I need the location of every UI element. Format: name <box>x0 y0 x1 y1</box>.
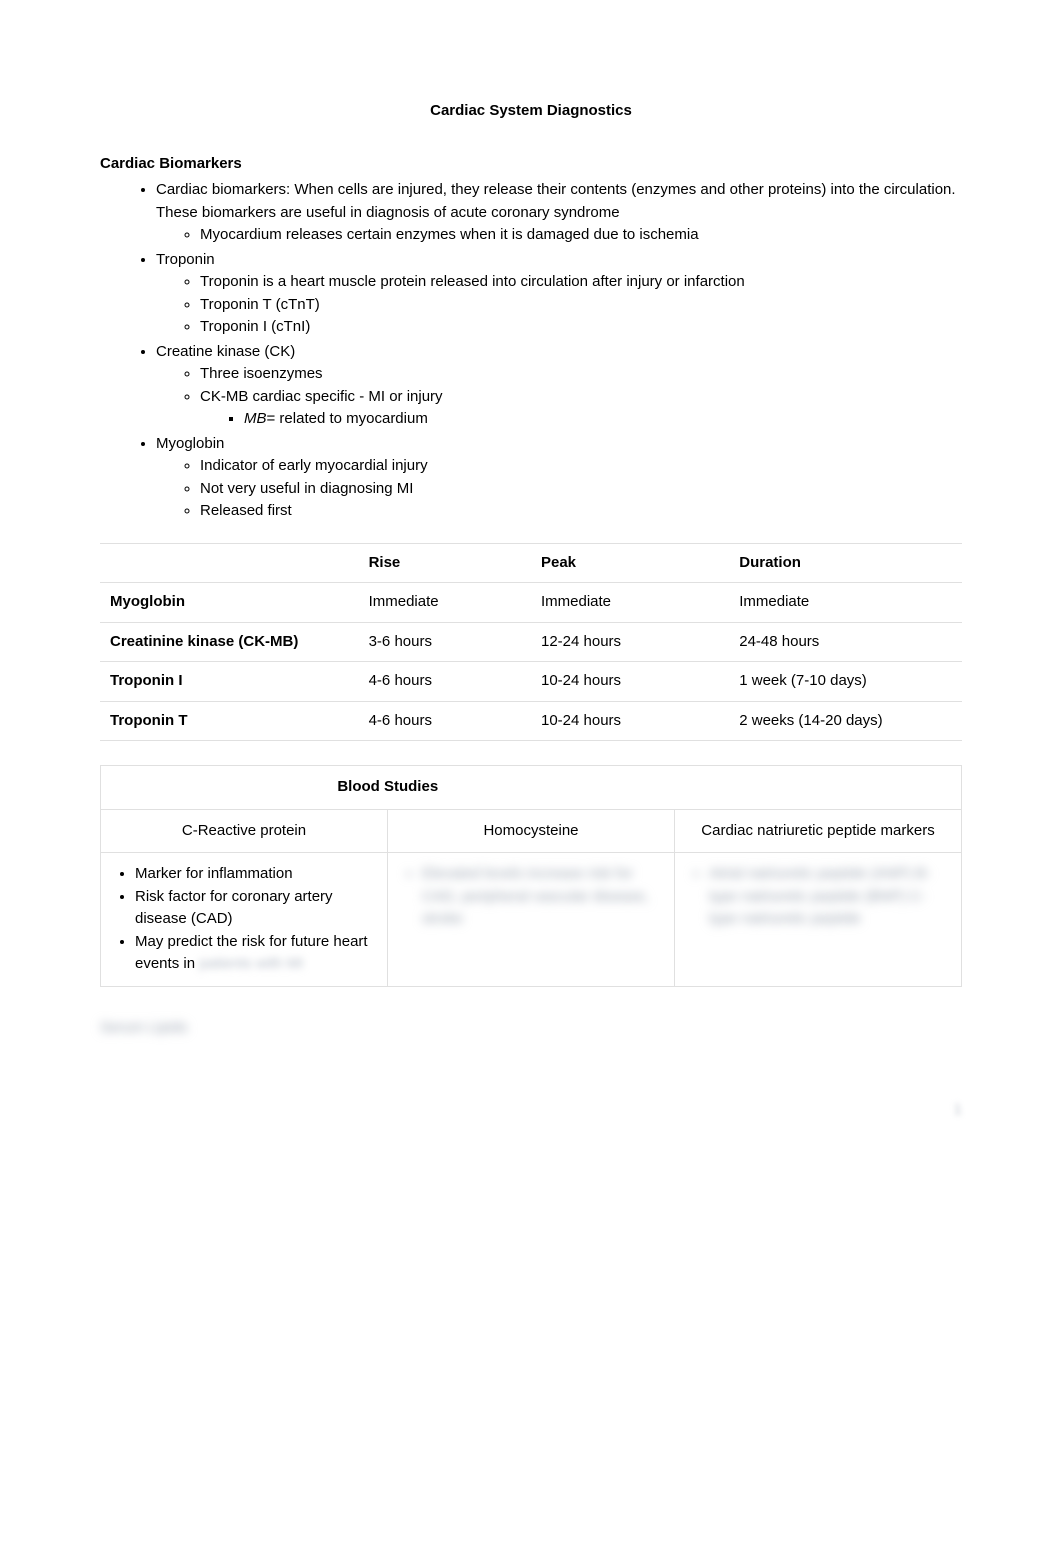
th-blank <box>100 543 359 583</box>
row-label: Myoglobin <box>100 583 359 623</box>
cell: Immediate <box>729 583 962 623</box>
cell: 10-24 hours <box>531 662 729 702</box>
cell: 4-6 hours <box>359 701 531 741</box>
list-item: Not very useful in diagnosing MI <box>200 478 962 501</box>
section-heading-biomarkers: Cardiac Biomarkers <box>100 153 962 176</box>
table-row: Myoglobin Immediate Immediate Immediate <box>100 583 962 623</box>
th-duration: Duration <box>729 543 962 583</box>
cell: Immediate <box>531 583 729 623</box>
row-label: Creatinine kinase (CK-MB) <box>100 622 359 662</box>
bs-header: C-Reactive protein <box>101 809 388 853</box>
list-item: Myocardium releases certain enzymes when… <box>200 224 962 247</box>
text: Cardiac biomarkers: When cells are injur… <box>156 181 956 221</box>
bs-title-empty <box>675 766 962 810</box>
text: = related to myocardium <box>267 410 428 427</box>
list-item: CK-MB cardiac specific - MI or injury MB… <box>200 386 962 431</box>
list-item: Indicator of early myocardial injury <box>200 455 962 478</box>
cell: 10-24 hours <box>531 701 729 741</box>
biomarkers-list: Cardiac biomarkers: When cells are injur… <box>100 179 962 523</box>
list-item: Released first <box>200 500 962 523</box>
bs-cell-cnp: Atrial natriuretic peptide (ANP) B-type … <box>675 853 962 987</box>
bs-header: Homocysteine <box>388 809 675 853</box>
cell: Immediate <box>359 583 531 623</box>
list-item: Troponin I (cTnI) <box>200 316 962 339</box>
bs-title: Blood Studies <box>101 766 675 810</box>
bs-header: Cardiac natriuretic peptide markers <box>675 809 962 853</box>
table-row: Troponin I 4-6 hours 10-24 hours 1 week … <box>100 662 962 702</box>
row-label: Troponin T <box>100 701 359 741</box>
text: Creatine kinase (CK) <box>156 343 295 360</box>
blurred-section-heading: Serum Lipids <box>100 1017 220 1039</box>
bs-cell-homocysteine: Elevated levels increase risk for CAD, p… <box>388 853 675 987</box>
biomarkers-table: Rise Peak Duration Myoglobin Immediate I… <box>100 543 962 742</box>
cell: 1 week (7-10 days) <box>729 662 962 702</box>
list-item: Myoglobin Indicator of early myocardial … <box>156 433 962 523</box>
list-item: Marker for inflammation <box>135 863 373 886</box>
cell: 24-48 hours <box>729 622 962 662</box>
text-italic: MB <box>244 410 267 427</box>
list-item: Cardiac biomarkers: When cells are injur… <box>156 179 962 247</box>
th-peak: Peak <box>531 543 729 583</box>
list-item: Creatine kinase (CK) Three isoenzymes CK… <box>156 341 962 431</box>
page-number: 1 <box>100 1099 962 1122</box>
list-item: Troponin Troponin is a heart muscle prot… <box>156 249 962 339</box>
bs-cell-crp: Marker for inflammation Risk factor for … <box>101 853 388 987</box>
table-row: Creatinine kinase (CK-MB) 3-6 hours 12-2… <box>100 622 962 662</box>
bs-content-row: Marker for inflammation Risk factor for … <box>101 853 962 987</box>
th-rise: Rise <box>359 543 531 583</box>
text: Myoglobin <box>156 435 224 452</box>
bs-title-row: Blood Studies <box>101 766 962 810</box>
list-item: Three isoenzymes <box>200 363 962 386</box>
table-row: Troponin T 4-6 hours 10-24 hours 2 weeks… <box>100 701 962 741</box>
blood-studies-table: Blood Studies C-Reactive protein Homocys… <box>100 765 962 987</box>
bs-header-row: C-Reactive protein Homocysteine Cardiac … <box>101 809 962 853</box>
cell: 3-6 hours <box>359 622 531 662</box>
cell: 12-24 hours <box>531 622 729 662</box>
page-title: Cardiac System Diagnostics <box>100 100 962 123</box>
list-item: May predict the risk for future heart ev… <box>135 931 373 976</box>
row-label: Troponin I <box>100 662 359 702</box>
table-header-row: Rise Peak Duration <box>100 543 962 583</box>
blurred-text: Elevated levels increase risk for CAD, p… <box>422 863 660 931</box>
blurred-text: Atrial natriuretic peptide (ANP) B-type … <box>709 863 947 931</box>
cell: 2 weeks (14-20 days) <box>729 701 962 741</box>
text: Troponin <box>156 251 215 268</box>
text: CK-MB cardiac specific - MI or injury <box>200 388 443 405</box>
cell: 4-6 hours <box>359 662 531 702</box>
blurred-text: patients with MI <box>199 955 303 972</box>
list-item: Risk factor for coronary artery disease … <box>135 886 373 931</box>
list-item: Troponin is a heart muscle protein relea… <box>200 271 962 294</box>
list-item: Troponin T (cTnT) <box>200 294 962 317</box>
list-item: MB= related to myocardium <box>244 408 962 431</box>
